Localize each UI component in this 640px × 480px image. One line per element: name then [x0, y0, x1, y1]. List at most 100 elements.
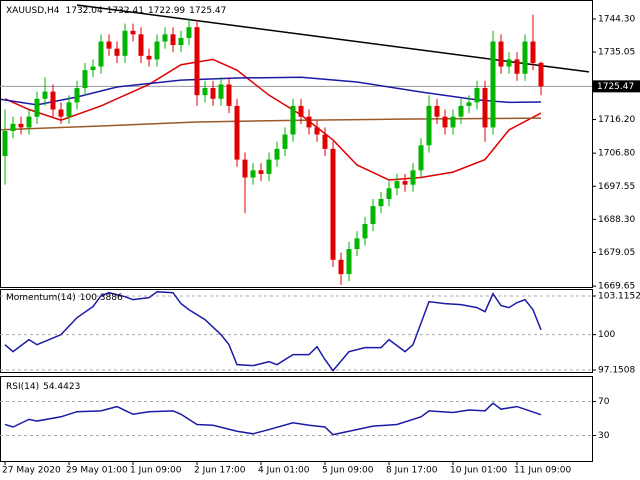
x-tick-label: 11 Jun 09:00	[514, 466, 571, 476]
main-header: XAUUSD,H4 1732.04 1732.41 1722.99 1725.47	[6, 6, 226, 16]
candle-body	[522, 41, 528, 74]
candle-body	[170, 34, 176, 46]
candle-body	[370, 206, 376, 225]
candle-body	[146, 55, 152, 60]
candle-body	[202, 88, 208, 96]
y-tick-label: 1697.55	[598, 182, 635, 192]
indicator-line	[4, 290, 542, 372]
symbol: XAUUSD,H4	[6, 6, 60, 16]
candle-body	[426, 105, 432, 146]
candle-body	[466, 102, 472, 106]
candle-body	[218, 84, 224, 99]
candle-body	[306, 116, 312, 128]
y-tick-label: 1735.05	[598, 48, 635, 58]
y-tick-label: 1706.80	[598, 149, 635, 159]
candle-body	[378, 198, 384, 207]
candle-body	[506, 59, 512, 67]
candle-body	[402, 181, 408, 185]
last-close: 1725.47	[189, 6, 226, 16]
candle-body	[258, 170, 264, 174]
candle-body	[514, 59, 520, 74]
rsi-current: 54.4423	[43, 382, 80, 392]
candle-body	[98, 41, 104, 67]
candle-body	[138, 34, 144, 56]
momentum-current: 100.3886	[80, 293, 123, 303]
candle-body	[74, 88, 80, 103]
candle-body	[290, 105, 296, 135]
y-tick-label: 97.1508	[598, 366, 635, 376]
candle-body	[274, 148, 280, 160]
candle-body	[530, 41, 536, 63]
rsi-header: RSI(14) 54.4423	[6, 382, 80, 392]
momentum-title: Momentum(14)	[6, 293, 76, 303]
last-open: 1732.04	[66, 6, 103, 16]
candle-body	[122, 30, 128, 56]
candle-body	[490, 41, 496, 128]
candle-body	[362, 224, 368, 239]
indicator-line	[76, 4, 590, 73]
x-tick-label: 2 Jun 17:00	[194, 466, 246, 476]
x-tick-label: 8 Jun 17:00	[386, 466, 438, 476]
candle-body	[2, 130, 8, 157]
indicator-line	[1, 76, 542, 106]
candle-body	[346, 249, 352, 275]
candle-body	[66, 102, 72, 117]
candle-body	[162, 34, 168, 42]
candle-body	[154, 41, 160, 60]
candle-body	[266, 159, 272, 174]
candle-body	[186, 27, 192, 38]
y-tick-label: 1716.20	[598, 115, 635, 125]
last-low: 1722.99	[148, 6, 185, 16]
x-tick-label: 4 Jun 01:00	[258, 466, 310, 476]
candle-body	[178, 37, 184, 46]
candle-body	[26, 116, 32, 128]
candle-body	[538, 62, 544, 87]
candle-body	[442, 116, 448, 128]
y-tick-label: 1688.30	[598, 215, 635, 225]
candle-body	[250, 170, 256, 178]
panel-frame	[0, 376, 593, 462]
x-tick-label: 1 Jun 09:00	[130, 466, 182, 476]
candle-body	[242, 159, 248, 178]
candle-body	[114, 48, 120, 56]
y-tick-label: 1679.05	[598, 248, 635, 258]
rsi-title: RSI(14)	[6, 382, 39, 392]
panel-frame	[0, 0, 593, 288]
candle-body	[106, 41, 112, 49]
candle-body	[210, 88, 216, 99]
candle-body	[194, 27, 200, 96]
candle-body	[90, 66, 96, 71]
candle-body	[450, 116, 456, 128]
momentum-header: Momentum(14) 100.3886	[6, 293, 123, 303]
y-tick-label: 1669.65	[598, 282, 635, 292]
candle-body	[418, 145, 424, 171]
candle-body	[474, 88, 480, 103]
candle-body	[42, 91, 48, 99]
x-tick-label: 5 Jun 09:00	[322, 466, 374, 476]
indicator-line	[4, 58, 542, 181]
candle-body	[226, 84, 232, 106]
candle-body	[498, 41, 504, 67]
last-high: 1732.41	[107, 6, 144, 16]
candle-body	[482, 88, 488, 128]
y-tick-label: 70	[598, 397, 610, 407]
candle-body	[10, 123, 16, 131]
candle-body	[322, 134, 328, 149]
candle-body	[434, 105, 440, 117]
candle-body	[410, 170, 416, 185]
panel-frame	[0, 289, 593, 373]
y-tick-label: 1744.30	[598, 14, 635, 24]
indicator-line	[1, 117, 542, 131]
indicator-line	[4, 402, 542, 436]
candle-body	[50, 91, 56, 110]
candle-body	[386, 188, 392, 199]
candle-body	[330, 148, 336, 260]
candle-body	[82, 70, 88, 89]
candle-body	[338, 259, 344, 275]
x-tick-label: 10 Jun 01:00	[450, 466, 507, 476]
candle-body	[314, 127, 320, 135]
candle-body	[458, 105, 464, 117]
